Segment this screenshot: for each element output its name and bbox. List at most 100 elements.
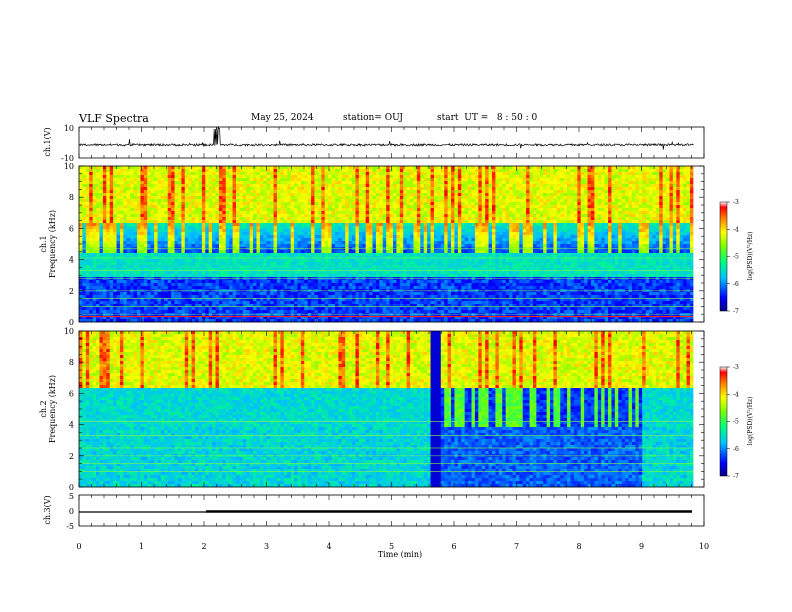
spectrogram-cell bbox=[140, 280, 144, 283]
spectrogram-cell bbox=[86, 271, 90, 274]
spectrogram-cell bbox=[209, 244, 213, 247]
spectrogram-cell bbox=[253, 205, 257, 208]
spectrogram-cell bbox=[158, 292, 162, 295]
spectrogram-cell bbox=[99, 211, 103, 214]
spectrogram-cell bbox=[362, 196, 366, 199]
spectrogram-cell bbox=[229, 187, 233, 190]
spectrogram-cell bbox=[198, 235, 202, 238]
spectrogram-cell bbox=[243, 232, 247, 235]
spectrogram-cell bbox=[280, 307, 284, 310]
spectrogram-cell bbox=[335, 283, 339, 286]
spectrogram-cell bbox=[236, 250, 240, 253]
spectrogram-cell bbox=[192, 259, 196, 262]
spectrogram-cell bbox=[198, 214, 202, 217]
spectrogram-cell bbox=[287, 229, 291, 232]
spectrogram-cell bbox=[321, 172, 325, 175]
spectrogram-cell bbox=[263, 199, 267, 202]
spectrogram-cell bbox=[260, 184, 264, 187]
spectrogram-cell bbox=[318, 253, 322, 256]
spectrogram-cell bbox=[376, 307, 380, 310]
spectrogram-cell bbox=[301, 220, 305, 223]
spectrogram-cell bbox=[137, 259, 141, 262]
spectrogram-cell bbox=[393, 226, 397, 229]
spectrogram-cell bbox=[291, 202, 295, 205]
spectrogram-cell bbox=[386, 220, 390, 223]
spectrogram-cell bbox=[212, 166, 216, 169]
spectrogram-cell bbox=[349, 295, 353, 298]
spectrogram-cell bbox=[396, 166, 400, 169]
spectrogram-cell bbox=[355, 235, 359, 238]
spectrogram-cell bbox=[219, 214, 223, 217]
spectrogram-cell bbox=[390, 211, 394, 214]
spectrogram-cell bbox=[386, 217, 390, 220]
spectrogram-cell bbox=[198, 256, 202, 259]
spectrogram-cell bbox=[117, 181, 121, 184]
spectrogram-cell bbox=[376, 286, 380, 289]
spectrogram-cell bbox=[82, 211, 86, 214]
spectrogram-cell bbox=[270, 259, 274, 262]
spectrogram-cell bbox=[123, 262, 127, 265]
spectrogram-cell bbox=[171, 208, 175, 211]
spectrogram-cell bbox=[270, 274, 274, 277]
spectrogram-cell bbox=[328, 241, 332, 244]
spectrogram-cell bbox=[253, 241, 257, 244]
spectrogram-cell bbox=[144, 307, 148, 310]
spectrogram-cell bbox=[349, 256, 353, 259]
spectrogram-cell bbox=[338, 280, 342, 283]
spectrogram-cell bbox=[373, 229, 377, 232]
spectrogram-cell bbox=[332, 244, 336, 247]
spectrogram-cell bbox=[130, 226, 134, 229]
spectrogram-cell bbox=[277, 172, 281, 175]
spectrogram-cell bbox=[332, 181, 336, 184]
spectrogram-cell bbox=[226, 259, 230, 262]
spectrogram-cell bbox=[352, 265, 356, 268]
spectrogram-cell bbox=[403, 217, 407, 220]
spectrogram-cell bbox=[99, 205, 103, 208]
spectrogram-cell bbox=[219, 271, 223, 274]
spectrogram-cell bbox=[246, 286, 250, 289]
spectrogram-cell bbox=[130, 220, 134, 223]
spectrogram-cell bbox=[383, 238, 387, 241]
spectrogram-cell bbox=[332, 283, 336, 286]
spectrogram-cell bbox=[393, 250, 397, 253]
spectrogram-cell bbox=[301, 259, 305, 262]
spectrogram-cell bbox=[291, 187, 295, 190]
spectrogram-cell bbox=[130, 259, 134, 262]
spectrogram-cell bbox=[291, 238, 295, 241]
spectrogram-cell bbox=[89, 262, 93, 265]
spectrogram-cell bbox=[195, 286, 199, 289]
spectrogram-cell bbox=[373, 187, 377, 190]
spectrogram-cell bbox=[123, 178, 127, 181]
spectrogram-cell bbox=[393, 193, 397, 196]
spectrogram-cell bbox=[349, 310, 353, 313]
spectrogram-cell bbox=[270, 253, 274, 256]
spectrogram-cell bbox=[229, 232, 233, 235]
spectrogram-cell bbox=[308, 202, 312, 205]
spectrogram-cell bbox=[233, 304, 237, 307]
spectrogram-cell bbox=[123, 310, 127, 313]
spectrogram-cell bbox=[386, 265, 390, 268]
spectrogram-cell bbox=[209, 280, 213, 283]
spectrogram-cell bbox=[185, 217, 189, 220]
spectrogram-cell bbox=[89, 280, 93, 283]
spectrogram-cell bbox=[308, 190, 312, 193]
spectrogram-cell bbox=[294, 286, 298, 289]
spectrogram-cell bbox=[373, 190, 377, 193]
spectrogram-cell bbox=[113, 202, 117, 205]
spectrogram-cell bbox=[318, 187, 322, 190]
spectrogram-cell bbox=[308, 193, 312, 196]
spectrogram-cell bbox=[256, 241, 260, 244]
spectrogram-cell bbox=[308, 166, 312, 169]
spectrogram-cell bbox=[192, 283, 196, 286]
spectrogram-cell bbox=[161, 274, 165, 277]
spectrogram-cell bbox=[379, 286, 383, 289]
spectrogram-cell bbox=[373, 232, 377, 235]
spectrogram-cell bbox=[106, 286, 110, 289]
spectrogram-cell bbox=[140, 220, 144, 223]
spectrogram-cell bbox=[332, 274, 336, 277]
spectrogram-cell bbox=[287, 304, 291, 307]
spectrogram-cell bbox=[106, 250, 110, 253]
spectrogram-cell bbox=[110, 313, 114, 316]
spectrogram-cell bbox=[82, 166, 86, 169]
spectrogram-cell bbox=[188, 199, 192, 202]
